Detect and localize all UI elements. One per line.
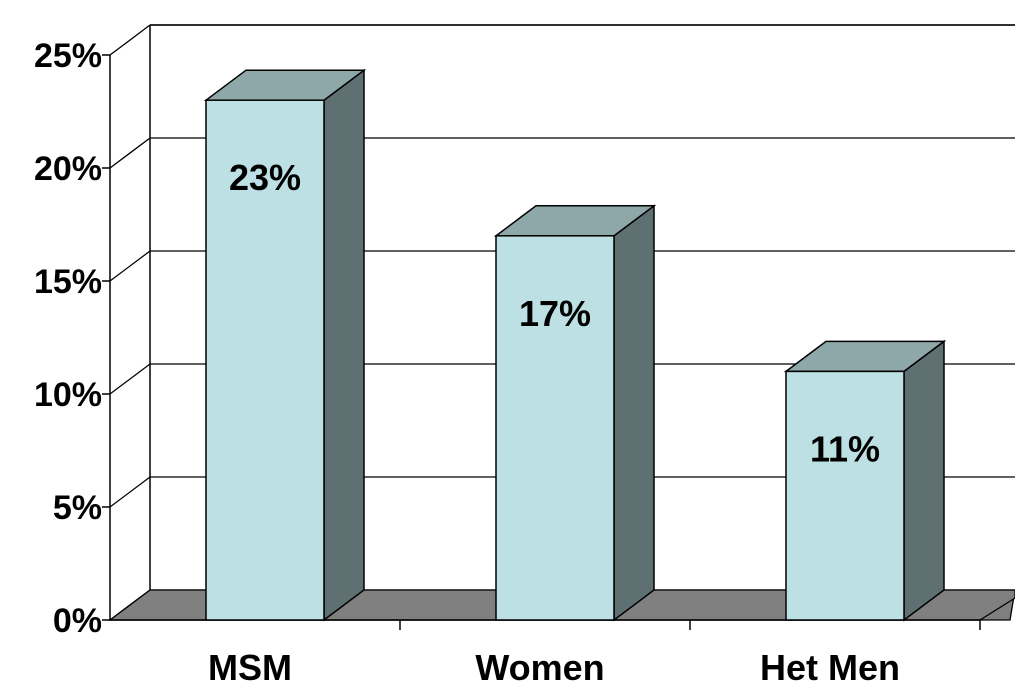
bar-side-face [613,204,655,622]
data-label: 23% [229,157,301,198]
y-axis-tick-labels: 0% 5% 10% 15% 20% 25% [34,37,102,640]
bar-msm [203,68,367,622]
side-gridline [109,24,151,56]
data-label: 11% [810,428,880,469]
y-tick-label: 10% [34,376,102,414]
side-gridline [109,250,151,282]
side-gridline [109,476,151,508]
bar-front-face [785,370,905,621]
bar-side-face [903,339,945,622]
bar-het-men [783,339,947,622]
y-tick-label: 0% [53,602,102,640]
x-category-label: Women [475,647,604,687]
y-tick-label: 20% [34,150,102,188]
bar-side-face [323,68,365,622]
bar-women [493,204,657,622]
y-tick-label: 25% [34,37,102,75]
x-axis-category-labels: MSM Women Het Men [208,647,900,687]
x-category-label: Het Men [760,647,900,687]
data-labels: 23% 17% 11% [229,157,880,469]
side-gridline [109,137,151,169]
side-gridline [109,363,151,395]
bar-front-face [205,99,325,621]
data-label: 17% [519,293,591,334]
y-tick-label: 15% [34,263,102,301]
y-tick-label: 5% [53,489,102,527]
bars [203,68,947,622]
bar-front-face [495,235,615,621]
x-category-label: MSM [208,647,292,687]
